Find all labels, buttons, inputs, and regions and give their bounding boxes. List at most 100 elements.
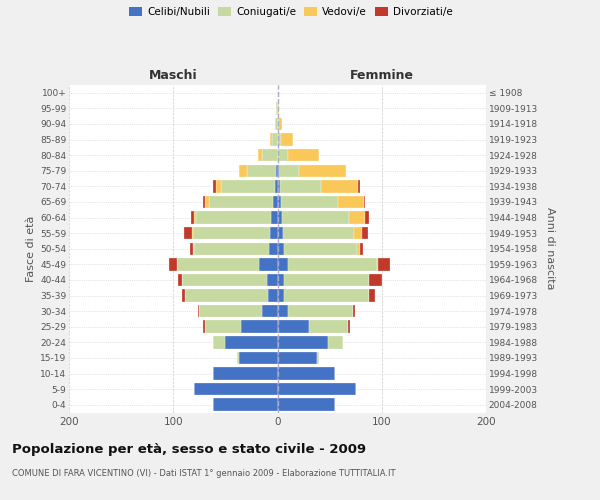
Bar: [192, 227, 193, 239]
Bar: [284, 242, 357, 255]
Bar: [277, 180, 280, 192]
Bar: [277, 258, 288, 270]
Bar: [275, 180, 277, 192]
Bar: [369, 274, 382, 286]
Text: COMUNE DI FARA VICENTINO (VI) - Dati ISTAT 1° gennaio 2009 - Elaborazione TUTTIT: COMUNE DI FARA VICENTINO (VI) - Dati IST…: [12, 469, 395, 478]
Bar: [284, 274, 369, 286]
Bar: [272, 134, 277, 146]
Bar: [226, 336, 277, 348]
Bar: [194, 242, 269, 255]
Bar: [317, 352, 319, 364]
Bar: [194, 212, 196, 224]
Bar: [199, 305, 262, 318]
Bar: [267, 274, 277, 286]
Bar: [278, 164, 299, 177]
Bar: [209, 196, 274, 208]
Bar: [328, 336, 343, 348]
Bar: [191, 212, 194, 224]
Bar: [275, 118, 277, 130]
Bar: [193, 242, 194, 255]
Bar: [277, 164, 278, 177]
Bar: [288, 258, 377, 270]
Bar: [364, 196, 365, 208]
Bar: [259, 258, 277, 270]
Bar: [277, 227, 283, 239]
Bar: [213, 336, 226, 348]
Bar: [321, 180, 358, 192]
Bar: [203, 196, 205, 208]
Bar: [338, 196, 364, 208]
Bar: [349, 212, 365, 224]
Bar: [257, 149, 262, 162]
Bar: [216, 180, 221, 192]
Bar: [377, 258, 390, 270]
Bar: [277, 320, 309, 333]
Bar: [280, 180, 321, 192]
Bar: [353, 305, 355, 318]
Bar: [247, 164, 277, 177]
Bar: [278, 118, 281, 130]
Bar: [277, 352, 317, 364]
Bar: [365, 212, 369, 224]
Bar: [277, 102, 278, 115]
Bar: [277, 196, 281, 208]
Text: Popolazione per età, sesso e stato civile - 2009: Popolazione per età, sesso e stato civil…: [12, 442, 366, 456]
Bar: [271, 212, 277, 224]
Y-axis label: Fasce di età: Fasce di età: [26, 216, 36, 282]
Bar: [270, 134, 272, 146]
Bar: [357, 242, 360, 255]
Bar: [262, 305, 277, 318]
Bar: [277, 212, 281, 224]
Bar: [281, 134, 293, 146]
Bar: [178, 258, 259, 270]
Bar: [213, 368, 277, 380]
Bar: [269, 242, 277, 255]
Bar: [205, 196, 209, 208]
Bar: [239, 164, 247, 177]
Bar: [358, 180, 360, 192]
Bar: [283, 227, 353, 239]
Bar: [277, 118, 278, 130]
Bar: [360, 242, 363, 255]
Bar: [299, 164, 346, 177]
Text: Femmine: Femmine: [350, 70, 414, 82]
Bar: [274, 196, 277, 208]
Bar: [277, 290, 284, 302]
Bar: [194, 383, 277, 396]
Bar: [169, 258, 178, 270]
Bar: [196, 212, 271, 224]
Bar: [277, 242, 284, 255]
Bar: [277, 134, 281, 146]
Bar: [277, 305, 288, 318]
Bar: [277, 383, 356, 396]
Bar: [268, 290, 277, 302]
Bar: [213, 398, 277, 411]
Bar: [237, 352, 239, 364]
Bar: [190, 242, 193, 255]
Bar: [198, 305, 199, 318]
Bar: [281, 196, 338, 208]
Bar: [185, 290, 268, 302]
Bar: [277, 274, 284, 286]
Bar: [288, 149, 319, 162]
Text: Maschi: Maschi: [149, 70, 197, 82]
Bar: [182, 290, 185, 302]
Bar: [270, 227, 277, 239]
Bar: [262, 149, 277, 162]
Bar: [193, 227, 270, 239]
Bar: [213, 180, 216, 192]
Bar: [362, 227, 368, 239]
Bar: [277, 398, 335, 411]
Bar: [349, 320, 350, 333]
Y-axis label: Anni di nascita: Anni di nascita: [545, 208, 555, 290]
Bar: [182, 274, 267, 286]
Bar: [353, 227, 362, 239]
Bar: [277, 368, 335, 380]
Bar: [178, 274, 182, 286]
Bar: [221, 180, 275, 192]
Bar: [369, 290, 376, 302]
Bar: [205, 320, 241, 333]
Bar: [277, 336, 328, 348]
Bar: [203, 320, 205, 333]
Bar: [277, 149, 288, 162]
